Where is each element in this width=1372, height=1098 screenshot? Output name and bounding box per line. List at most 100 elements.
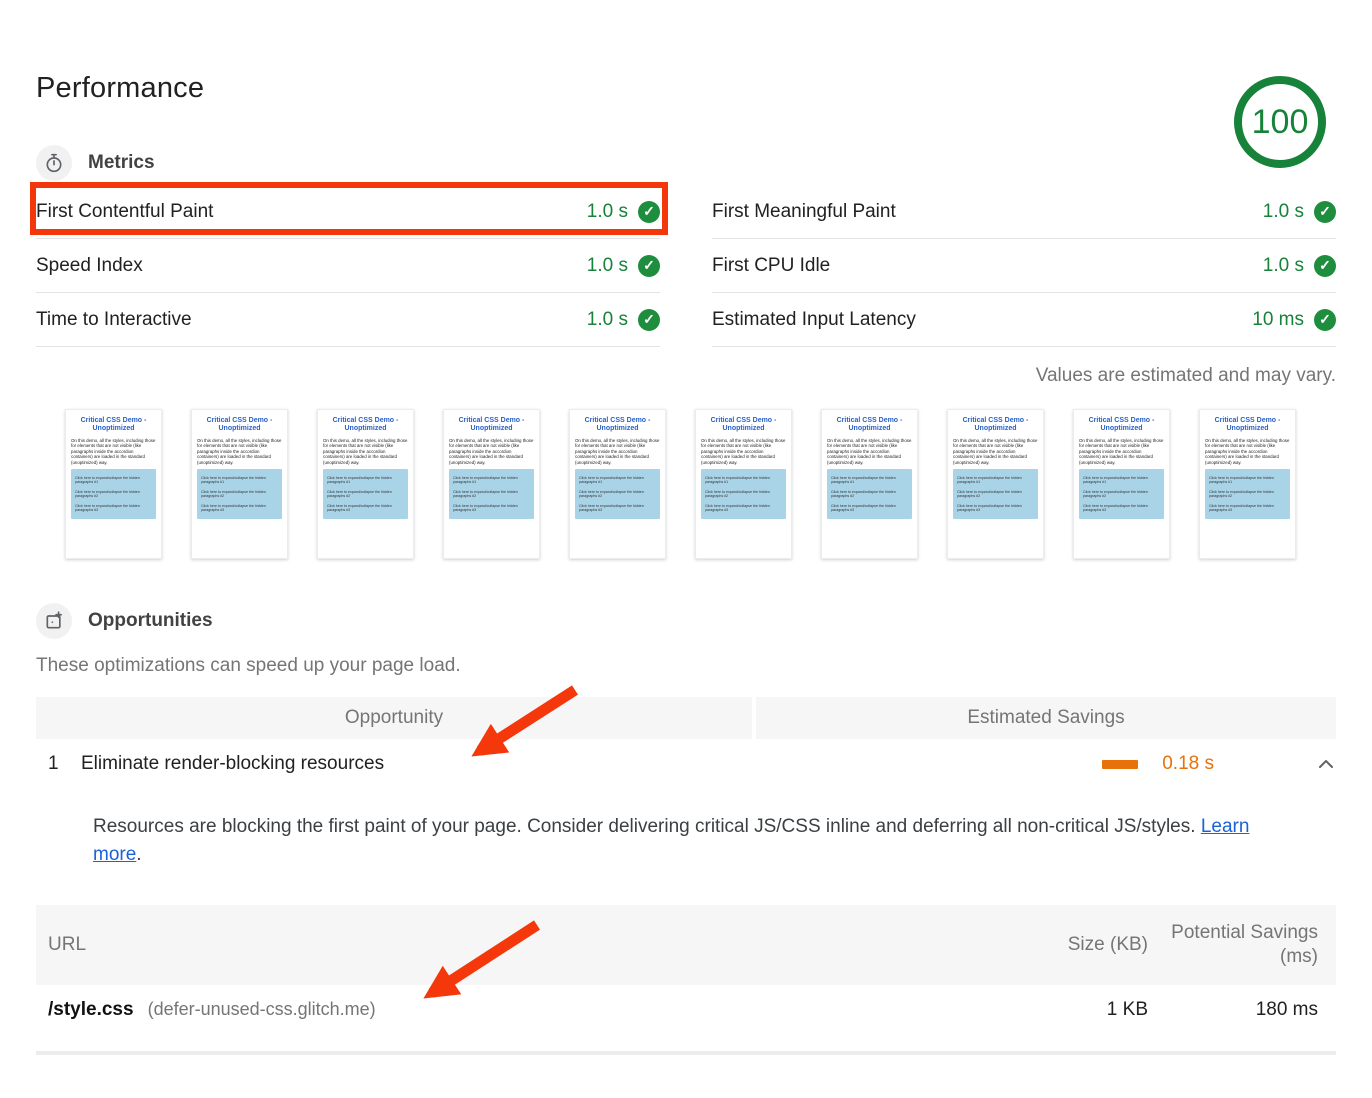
resource-size: 1 KB [1106,998,1148,1020]
pass-check-icon: ✓ [638,254,660,277]
filmstrip-thumbnail: Critical CSS Demo - Unoptimized On this … [65,409,162,559]
metrics-grid: First Contentful Paint 1.0 s ✓ Speed Ind… [30,182,1336,347]
thumb-accordion: Click here to expand/collapse the hidden… [1079,469,1164,520]
metrics-section-header: Metrics [36,145,1336,181]
opportunities-section-title: Opportunities [88,610,213,631]
thumb-accordion-line: Click here to expand/collapse the hidden… [1209,490,1274,499]
metric-value: 1.0 s [586,308,628,330]
thumb-accordion: Click here to expand/collapse the hidden… [701,469,786,520]
thumb-title: Critical CSS Demo - Unoptimized [458,417,525,433]
thumb-accordion-line: Click here to expand/collapse the hidden… [831,490,896,499]
thumb-accordion-line: Click here to expand/collapse the hidden… [1083,504,1148,513]
column-header-opportunity: Opportunity [36,697,752,739]
metric-label: First Contentful Paint [36,200,214,222]
metrics-left-column: First Contentful Paint 1.0 s ✓ Speed Ind… [30,182,668,347]
thumb-accordion-line: Click here to expand/collapse the hidden… [705,504,770,513]
metrics-disclaimer: Values are estimated and may vary. [1035,365,1336,386]
thumb-accordion-line: Click here to expand/collapse the hidden… [75,504,140,513]
column-header-size: Size (KB) [1067,933,1148,955]
metric-row-first-meaningful-paint: First Meaningful Paint 1.0 s ✓ [712,185,1336,239]
thumb-accordion-line: Click here to expand/collapse the hidden… [1083,490,1148,499]
metric-row-first-contentful-paint: First Contentful Paint 1.0 s ✓ [30,182,668,239]
filmstrip-thumbnail: Critical CSS Demo - Unoptimized On this … [695,409,792,559]
thumb-title: Critical CSS Demo - Unoptimized [332,417,399,433]
metric-value: 1.0 s [1262,200,1304,222]
page-title: Performance [36,72,205,104]
thumb-accordion: Click here to expand/collapse the hidden… [197,469,282,520]
section-divider [36,1050,1336,1055]
thumb-accordion-line: Click here to expand/collapse the hidden… [201,476,266,485]
resource-host: (defer-unused-css.glitch.me) [147,998,376,1019]
opportunity-title: Eliminate render-blocking resources [81,753,385,774]
detail-table-row: /style.css (defer-unused-css.glitch.me) … [36,985,1336,1035]
thumb-accordion-line: Click here to expand/collapse the hidden… [579,490,644,499]
thumb-title: Critical CSS Demo - Unoptimized [206,417,273,433]
thumb-body: On this demo, all the styles, including … [323,437,408,465]
opportunity-row-eliminate-render-blocking[interactable]: 1 Eliminate render-blocking resources 0.… [36,739,1336,789]
thumb-accordion-line: Click here to expand/collapse the hidden… [453,490,518,499]
thumb-accordion: Click here to expand/collapse the hidden… [953,469,1038,520]
thumb-title: Critical CSS Demo - Unoptimized [1088,417,1155,433]
thumb-body: On this demo, all the styles, including … [197,437,282,465]
savings-bar [1102,759,1139,769]
stopwatch-icon [36,145,72,181]
metric-label: First CPU Idle [712,254,831,276]
thumb-accordion-line: Click here to expand/collapse the hidden… [1209,504,1274,513]
metrics-section-title: Metrics [88,152,155,173]
metric-row-speed-index: Speed Index 1.0 s ✓ [36,239,660,293]
thumb-accordion: Click here to expand/collapse the hidden… [449,469,534,520]
filmstrip-thumbnail: Critical CSS Demo - Unoptimized On this … [443,409,540,559]
thumb-title: Critical CSS Demo - Unoptimized [836,417,903,433]
chevron-up-icon[interactable] [1318,758,1336,770]
resource-savings: 180 ms [1255,998,1318,1020]
metrics-right-column: First Meaningful Paint 1.0 s ✓ First CPU… [712,185,1336,347]
opportunities-icon [36,603,72,639]
filmstrip-thumbnail: Critical CSS Demo - Unoptimized On this … [191,409,288,559]
thumb-title: Critical CSS Demo - Unoptimized [710,417,777,433]
thumb-title: Critical CSS Demo - Unoptimized [1214,417,1281,433]
pass-check-icon: ✓ [638,308,660,331]
filmstrip-thumbnail: Critical CSS Demo - Unoptimized On this … [1073,409,1170,559]
column-header-estimated-savings: Estimated Savings [756,697,1336,739]
thumb-accordion-line: Click here to expand/collapse the hidden… [327,504,392,513]
thumb-accordion-line: Click here to expand/collapse the hidden… [705,490,770,499]
thumb-accordion-line: Click here to expand/collapse the hidden… [453,476,518,485]
filmstrip: Critical CSS Demo - Unoptimized On this … [36,409,1336,559]
thumb-title: Critical CSS Demo - Unoptimized [584,417,651,433]
column-header-potential-savings: Potential Savings (ms) [1171,922,1318,967]
thumb-accordion-line: Click here to expand/collapse the hidden… [831,504,896,513]
learn-more-link[interactable]: Learn more [93,816,1250,865]
pass-check-icon: ✓ [1314,308,1336,331]
performance-score-value: 100 [1251,102,1309,141]
metric-value: 1.0 s [1262,254,1304,276]
thumb-accordion-line: Click here to expand/collapse the hidden… [75,476,140,485]
thumb-accordion-line: Click here to expand/collapse the hidden… [201,504,266,513]
opportunity-description: Resources are blocking the first paint o… [93,813,1293,869]
metric-row-first-cpu-idle: First CPU Idle 1.0 s ✓ [712,239,1336,293]
pass-check-icon: ✓ [1314,200,1336,223]
thumb-accordion-line: Click here to expand/collapse the hidden… [705,476,770,485]
opportunities-subtitle: These optimizations can speed up your pa… [36,655,461,676]
thumb-accordion-line: Click here to expand/collapse the hidden… [327,490,392,499]
filmstrip-thumbnail: Critical CSS Demo - Unoptimized On this … [821,409,918,559]
filmstrip-thumbnail: Critical CSS Demo - Unoptimized On this … [317,409,414,559]
thumb-body: On this demo, all the styles, including … [827,437,912,465]
metric-label: Time to Interactive [36,308,192,330]
thumb-accordion: Click here to expand/collapse the hidden… [71,469,156,520]
metric-row-estimated-input-latency: Estimated Input Latency 10 ms ✓ [712,293,1336,347]
thumb-accordion-line: Click here to expand/collapse the hidden… [957,476,1022,485]
thumb-accordion: Click here to expand/collapse the hidden… [1205,469,1290,520]
thumb-body: On this demo, all the styles, including … [71,437,156,465]
thumb-accordion-line: Click here to expand/collapse the hidden… [327,476,392,485]
thumb-body: On this demo, all the styles, including … [1205,437,1290,465]
metric-value: 1.0 s [586,200,628,222]
thumb-accordion-line: Click here to expand/collapse the hidden… [579,476,644,485]
thumb-accordion-line: Click here to expand/collapse the hidden… [957,490,1022,499]
thumb-accordion-line: Click here to expand/collapse the hidden… [1083,476,1148,485]
metric-row-time-to-interactive: Time to Interactive 1.0 s ✓ [36,293,660,347]
thumb-body: On this demo, all the styles, including … [701,437,786,465]
thumb-body: On this demo, all the styles, including … [953,437,1038,465]
resource-path: /style.css [48,998,134,1020]
thumb-accordion-line: Click here to expand/collapse the hidden… [1209,476,1274,485]
